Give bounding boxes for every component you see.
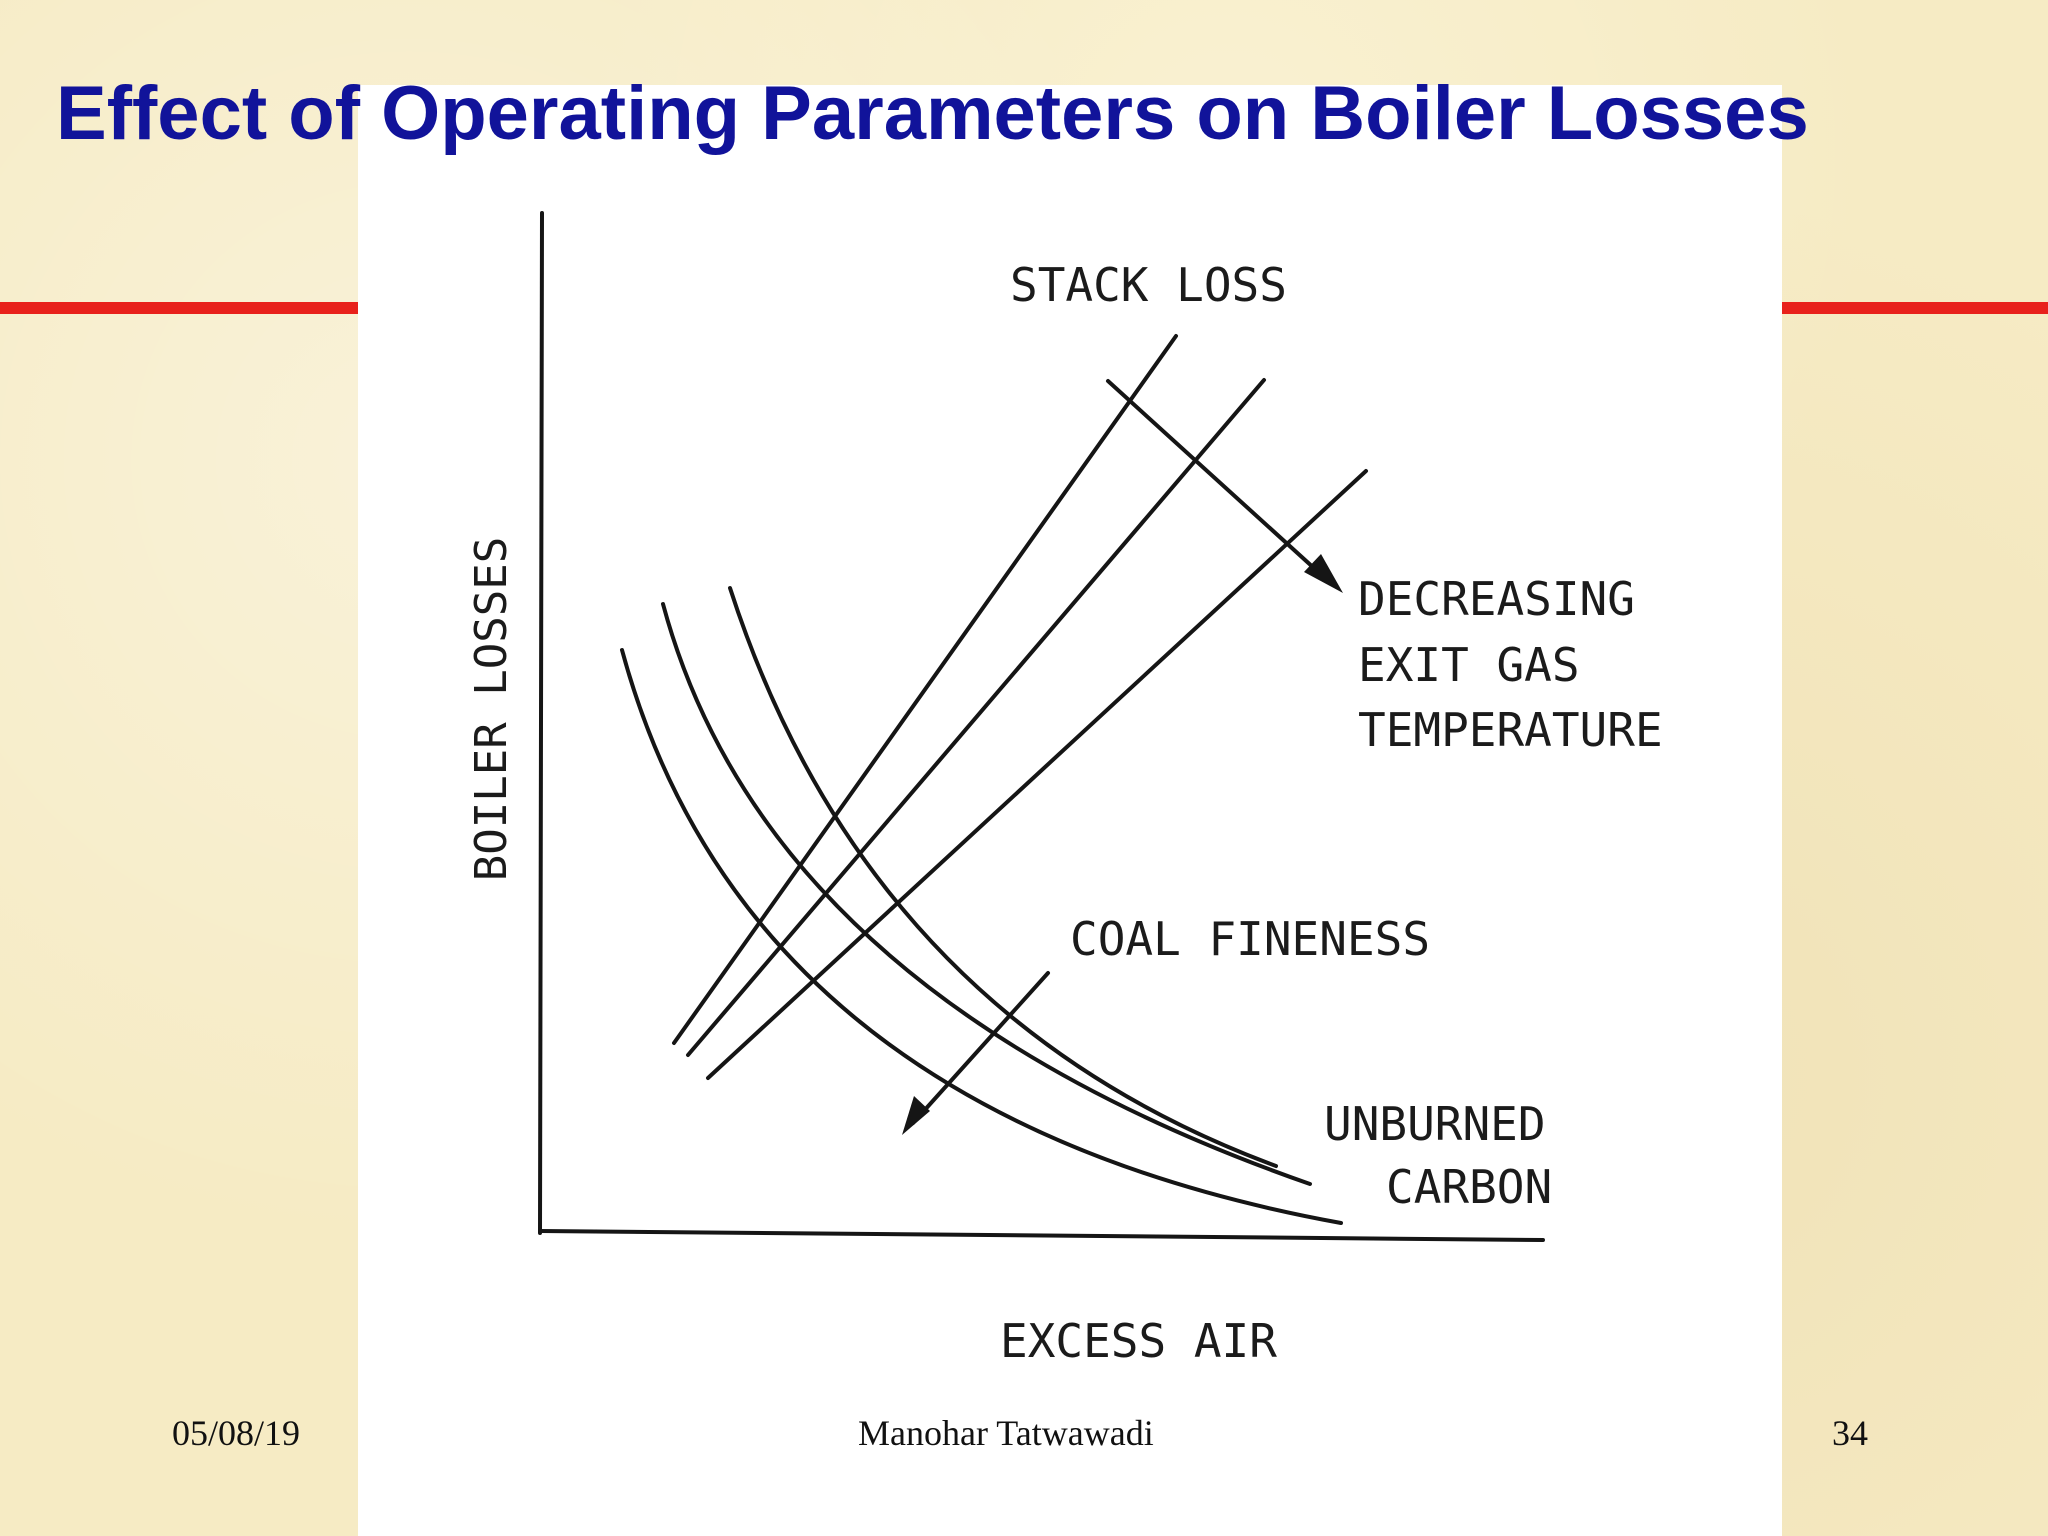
stack-loss-line-3 [706, 469, 1368, 1080]
exit-gas-label-line-1: DECREASING [1358, 572, 1635, 626]
unburned-carbon-label-line-2: CARBON [1386, 1160, 1552, 1214]
x-axis [538, 1229, 1545, 1242]
stack-loss-line-1 [672, 334, 1178, 1045]
exit-gas-label-line-3: TEMPERATURE [1358, 703, 1663, 757]
unburned-carbon-curve-2 [661, 602, 1312, 1186]
y-axis [538, 211, 544, 1235]
x-axis-label: EXCESS AIR [1000, 1314, 1277, 1368]
figure-panel: BOILER LOSSES EXCESS AIR STACK LOSS DECR… [358, 85, 1782, 1536]
slide-title: Effect of Operating Parameters on Boiler… [56, 71, 1809, 156]
y-axis-label: BOILER LOSSES [466, 537, 517, 881]
exit-gas-arrow-head [1304, 554, 1343, 593]
title-underline-left [0, 302, 360, 314]
unburned-carbon-label-line-1: UNBURNED [1324, 1097, 1546, 1151]
title-underline-right [1780, 302, 2048, 314]
stack-loss-line-2 [686, 378, 1266, 1057]
footer-author: Manohar Tatwawadi [858, 1413, 1154, 1453]
footer-date: 05/08/19 [172, 1413, 301, 1453]
page-number: 34 [1832, 1413, 1868, 1453]
coal-fineness-arrow-shaft [911, 971, 1050, 1125]
unburned-carbon-curve-1 [620, 648, 1343, 1225]
coal-fineness-label: COAL FINENESS [1070, 912, 1430, 966]
coal-fineness-arrow-head [902, 1096, 930, 1135]
stack-loss-label: STACK LOSS [1010, 258, 1287, 312]
exit-gas-label-line-2: EXIT GAS [1358, 638, 1580, 692]
exit-gas-arrow-shaft [1106, 379, 1328, 581]
unburned-carbon-curve-3 [728, 586, 1278, 1168]
boiler-losses-diagram: BOILER LOSSES EXCESS AIR STACK LOSS DECR… [466, 211, 1663, 1368]
